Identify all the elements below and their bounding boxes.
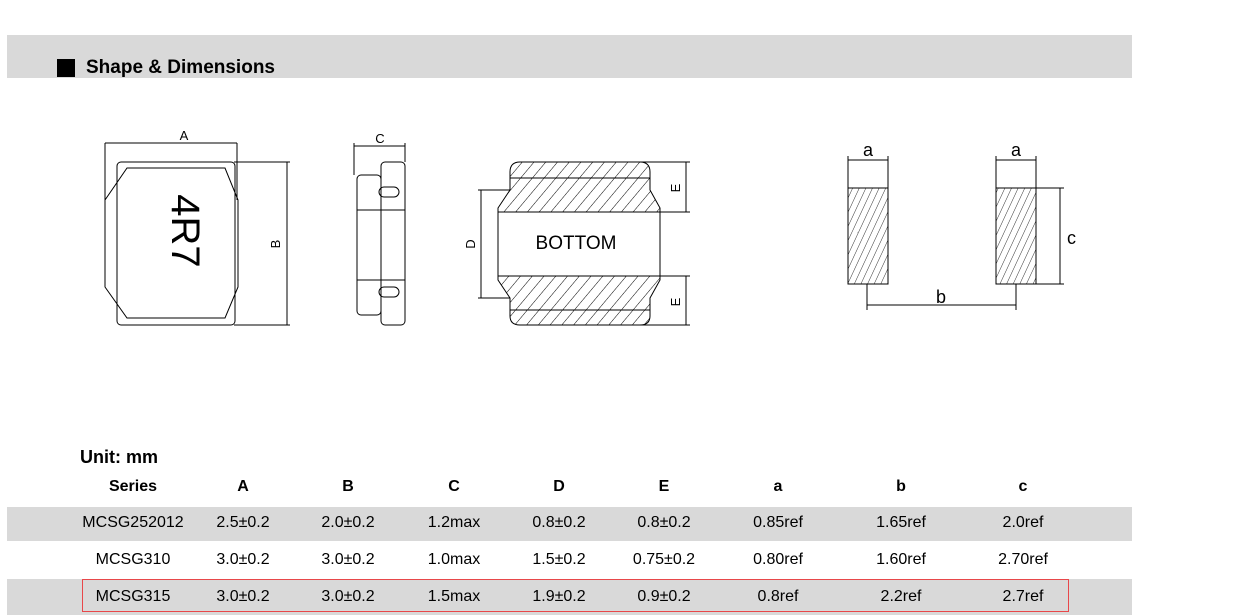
dim-label-b-lower: b bbox=[936, 287, 946, 307]
dim-label-e-top: E bbox=[668, 183, 683, 192]
bullet-square-icon bbox=[57, 59, 75, 77]
table-cell: Series bbox=[108, 478, 158, 495]
table-cell: 2.70ref bbox=[998, 551, 1048, 568]
dim-label-a-right: a bbox=[1011, 140, 1022, 160]
table-cell: E bbox=[658, 478, 670, 495]
dim-label-a-upper: A bbox=[180, 128, 189, 143]
bottom-view: D E E BOTTOM bbox=[463, 161, 690, 326]
dim-label-c-upper: C bbox=[375, 131, 384, 146]
table-cell: 1.9±0.2 bbox=[532, 588, 586, 605]
table-row: MCSG252012 2.5±0.2 2.0±0.2 1.2max 0.8±0.2 0.8… bbox=[0, 514, 1233, 534]
table-cell: 2.7ref bbox=[1002, 588, 1044, 605]
table-cell: C bbox=[448, 478, 460, 495]
highlighted-row-box bbox=[82, 579, 1069, 612]
dim-label-e-bottom: E bbox=[668, 297, 683, 306]
table-row: MCSG315 3.0±0.2 3.0±0.2 1.5max 1.9±0.2 0.9±0.… bbox=[0, 588, 1233, 608]
table-cell: 3.0±0.2 bbox=[216, 588, 270, 605]
dim-label-b-upper: B bbox=[268, 240, 283, 249]
land-pattern: a a b c bbox=[847, 140, 1076, 310]
row-stripe bbox=[7, 579, 1132, 615]
table-cell: 0.8±0.2 bbox=[637, 514, 691, 531]
table-cell: MCSG310 bbox=[95, 551, 171, 568]
table-cell: D bbox=[553, 478, 565, 495]
unit-label: Unit: mm bbox=[80, 447, 158, 467]
table-cell: 1.65ref bbox=[876, 514, 926, 531]
table-cell: 1.5max bbox=[427, 588, 481, 605]
section-header-band bbox=[7, 35, 1132, 78]
dim-label-a-left: a bbox=[863, 140, 874, 160]
side-view: C bbox=[353, 131, 406, 326]
row-stripe bbox=[7, 507, 1132, 541]
table-row: MCSG310 3.0±0.2 3.0±0.2 1.0max 1.5±0.2 0.75±0… bbox=[0, 551, 1233, 571]
table-cell: b bbox=[896, 478, 906, 495]
bottom-label: BOTTOM bbox=[536, 233, 617, 254]
table-cell: 1.2max bbox=[427, 514, 481, 531]
dimension-drawing: A B 4R7 C D E E BOTTOM a a bbox=[104, 128, 1076, 326]
table-cell: 0.8±0.2 bbox=[532, 514, 586, 531]
table-cell: 0.75±0.2 bbox=[632, 551, 696, 568]
table-cell: c bbox=[1018, 478, 1028, 495]
table-cell: MCSG315 bbox=[95, 588, 171, 605]
table-cell: MCSG252012 bbox=[82, 514, 184, 531]
table-cell: 0.8ref bbox=[757, 588, 799, 605]
section-title-text: Shape & Dimensions bbox=[86, 57, 275, 78]
dim-label-d: D bbox=[463, 239, 478, 248]
table-cell: A bbox=[237, 478, 249, 495]
top-view: A B 4R7 bbox=[104, 128, 290, 326]
table-cell: a bbox=[773, 478, 783, 495]
table-cell: 3.0±0.2 bbox=[321, 588, 375, 605]
dim-label-c-lower: c bbox=[1067, 228, 1076, 248]
table-cell: 1.60ref bbox=[876, 551, 926, 568]
table-cell: 3.0±0.2 bbox=[216, 551, 270, 568]
table-cell: 1.5±0.2 bbox=[532, 551, 586, 568]
table-cell: 0.85ref bbox=[753, 514, 803, 531]
table-cell: B bbox=[342, 478, 354, 495]
part-marking: 4R7 bbox=[163, 194, 207, 267]
table-cell: 0.9±0.2 bbox=[637, 588, 691, 605]
table-cell: 3.0±0.2 bbox=[321, 551, 375, 568]
section-title: Shape & Dimensions bbox=[57, 57, 275, 79]
table-cell: 0.80ref bbox=[753, 551, 803, 568]
table-cell: 2.5±0.2 bbox=[216, 514, 270, 531]
table-cell: 2.2ref bbox=[880, 588, 922, 605]
table-cell: 1.0max bbox=[427, 551, 481, 568]
table-cell: 2.0ref bbox=[1002, 514, 1044, 531]
table-cell: 2.0±0.2 bbox=[321, 514, 375, 531]
